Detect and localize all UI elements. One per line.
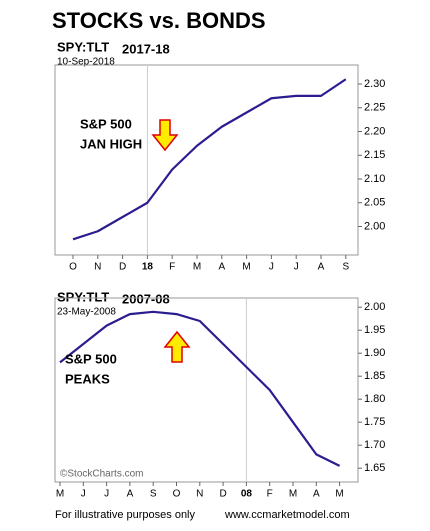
y-tick-label: 1.95	[364, 324, 385, 336]
x-tick-label: 18	[142, 262, 154, 273]
y-tick-label: 2.30	[364, 78, 385, 90]
x-tick-label: J	[81, 489, 86, 500]
page-title: STOCKS vs. BONDS	[52, 8, 266, 33]
x-tick-label: 08	[241, 489, 253, 500]
plot-frame	[54, 64, 359, 256]
x-tick-label: A	[313, 489, 320, 500]
x-tick-label: J	[294, 262, 299, 273]
watermark: ©StockCharts.com	[60, 469, 144, 480]
footer-left: For illustrative purposes only	[55, 509, 196, 521]
series-line	[72, 78, 347, 241]
chart-date: 23-May-2008	[57, 307, 116, 318]
y-tick-label: 2.25	[364, 102, 385, 114]
y-tick-label: 2.00	[364, 220, 385, 232]
x-tick-label: M	[193, 262, 201, 273]
chart-date: 10-Sep-2018	[57, 57, 115, 68]
annotation: S&P 500	[80, 116, 132, 131]
x-tick-label: M	[335, 489, 343, 500]
y-tick-label: 1.75	[364, 416, 385, 428]
chart-title: SPY:TLT	[57, 289, 109, 304]
x-tick-label: D	[119, 262, 126, 273]
chart-period: 2007-08	[122, 291, 170, 306]
footer-right: www.ccmarketmodel.com	[224, 509, 350, 521]
arrow	[151, 119, 179, 152]
chart-title: SPY:TLT	[57, 39, 109, 54]
chart-period: 2017-18	[122, 41, 170, 56]
y-tick-label: 1.65	[364, 462, 385, 474]
arrow	[163, 330, 191, 363]
y-tick-label: 1.85	[364, 370, 385, 382]
x-tick-label: M	[242, 262, 250, 273]
y-tick-label: 1.70	[364, 439, 385, 451]
x-tick-label: N	[196, 489, 203, 500]
x-tick-label: J	[104, 489, 109, 500]
x-tick-label: A	[218, 262, 225, 273]
x-tick-label: A	[127, 489, 134, 500]
x-tick-label: A	[318, 262, 325, 273]
x-tick-label: N	[94, 262, 101, 273]
annotation: JAN HIGH	[80, 136, 142, 151]
y-tick-label: 2.00	[364, 301, 385, 313]
y-tick-label: 2.05	[364, 197, 385, 209]
x-tick-label: O	[69, 262, 77, 273]
annotation: PEAKS	[65, 371, 110, 386]
y-tick-label: 2.20	[364, 125, 385, 137]
y-tick-label: 1.90	[364, 347, 385, 359]
annotation: S&P 500	[65, 351, 117, 366]
x-tick-label: J	[269, 262, 274, 273]
x-tick-label: S	[342, 262, 349, 273]
x-tick-label: M	[56, 489, 64, 500]
y-tick-label: 2.10	[364, 173, 385, 185]
x-tick-label: D	[219, 489, 226, 500]
series-line	[59, 310, 341, 467]
x-tick-label: S	[150, 489, 157, 500]
x-tick-label: F	[169, 262, 175, 273]
x-tick-label: M	[289, 489, 297, 500]
plot-frame	[54, 297, 359, 483]
y-tick-label: 2.15	[364, 149, 385, 161]
y-tick-label: 1.80	[364, 393, 385, 405]
x-tick-label: O	[173, 489, 181, 500]
x-tick-label: F	[267, 489, 273, 500]
